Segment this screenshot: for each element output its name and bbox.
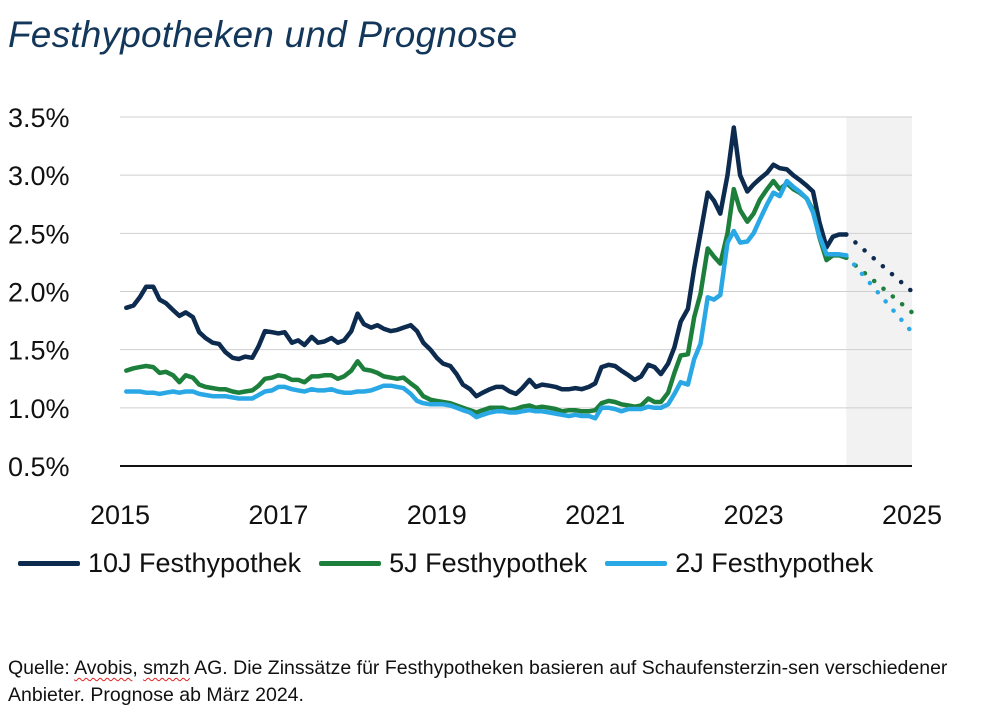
legend-item-2j: 2J Festhypothek: [605, 548, 873, 579]
forecast-line-2j: [844, 253, 915, 335]
series-layer: [124, 125, 915, 421]
y-tick-label: 2.0%: [8, 278, 70, 308]
y-tick-label: 1.5%: [8, 336, 70, 366]
legend-swatch-5j: [319, 561, 382, 566]
legend: 10J Festhypothek 5J Festhypothek 2J Fest…: [18, 548, 998, 579]
source-avobis: Avobis: [74, 657, 133, 679]
legend-swatch-2j: [605, 561, 668, 566]
series-line-10j: [124, 125, 849, 399]
line-chart: 0.5%1.0%1.5%2.0%2.5%3.0%3.5% 2015 2017 201…: [8, 103, 942, 530]
legend-label-2j: 2J Festhypothek: [675, 548, 874, 578]
legend-label-10j: 10J Festhypothek: [88, 548, 302, 578]
y-tick-label: 1.0%: [8, 394, 70, 424]
y-tick-label: 2.5%: [8, 219, 70, 249]
forecast-line-5j: [844, 255, 915, 315]
source-separator: ,: [132, 657, 144, 679]
x-tick-label: 2023: [724, 500, 784, 530]
source-smzh: smzh: [143, 657, 190, 679]
x-axis: 2015 2017 2019 2021 2023 2025: [90, 500, 942, 530]
y-axis: 0.5% 1.0% 1.5% 2.0% 2.5% 3.0% 3.5%: [8, 103, 70, 482]
gridlines: [120, 116, 912, 467]
y-tick-label: 0.5%: [8, 452, 70, 482]
y-tick-label: 3.5%: [8, 103, 70, 133]
legend-label-5j: 5J Festhypothek: [389, 548, 588, 578]
series-line-2j: [124, 178, 849, 421]
source-prefix: Quelle:: [8, 657, 75, 679]
legend-item-5j: 5J Festhypothek: [319, 548, 587, 579]
x-tick-label: 2017: [248, 500, 308, 530]
x-tick-label: 2019: [407, 500, 467, 530]
chart-title: Festhypotheken und Prognose: [8, 14, 518, 55]
y-tick-label: 3.0%: [8, 161, 70, 191]
x-tick-label: 2015: [90, 500, 150, 530]
source-note: Quelle: Avobis, smzh AG. Die Zinssätze f…: [8, 655, 993, 709]
x-tick-label: 2021: [565, 500, 625, 530]
forecast-line-10j: [844, 232, 915, 294]
legend-item-10j: 10J Festhypothek: [18, 548, 301, 579]
series-line-5j: [124, 178, 849, 415]
source-rest: AG. Die Zinssätze für Festhypotheken bas…: [8, 657, 948, 706]
x-tick-label: 2025: [882, 500, 942, 530]
legend-swatch-10j: [18, 561, 80, 566]
